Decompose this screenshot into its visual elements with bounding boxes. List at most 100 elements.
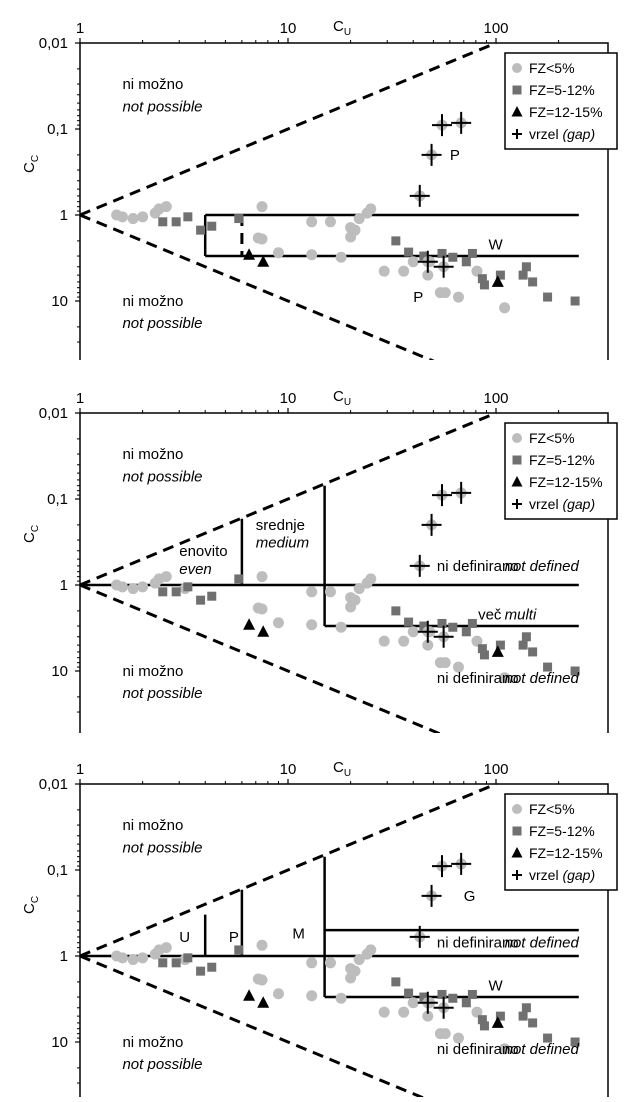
x-tick-label: 1	[76, 390, 84, 407]
data-point-plus	[433, 996, 454, 1019]
legend-label: vrzel (gap)	[529, 126, 595, 142]
x-tick-label: 1	[76, 20, 84, 37]
data-point-circle	[272, 617, 284, 629]
data-point-plus	[409, 554, 430, 577]
data-point-circle	[365, 203, 377, 215]
data-point-circle	[499, 302, 511, 314]
x-tick-label: 10	[280, 761, 297, 778]
data-point-triangle	[491, 645, 504, 657]
data-point-circle	[452, 661, 464, 673]
classification-lines	[80, 413, 579, 733]
chart-annotation: ni definirano	[437, 935, 519, 952]
legend-label: vrzel (gap)	[529, 496, 595, 512]
x-axis-label-sub: U	[344, 27, 351, 38]
data-point-circle	[335, 992, 347, 1004]
data-point-square	[543, 1033, 553, 1043]
data-point-plus	[431, 114, 452, 137]
data-point-square	[495, 640, 505, 650]
data-point-square	[521, 632, 531, 642]
chart-annotation: even	[179, 561, 212, 578]
legend-label: vrzel (gap)	[529, 867, 595, 883]
plot-frame	[79, 783, 609, 1097]
data-point-square	[570, 666, 580, 676]
chart-annotation: ni možno	[122, 663, 183, 680]
data-point-circle	[422, 639, 434, 651]
legend-label: FZ=12-15%	[529, 845, 603, 861]
data-point-circle	[378, 265, 390, 277]
data-point-square	[171, 958, 181, 968]
y-tick-label: 10	[51, 663, 68, 680]
data-point-square	[158, 217, 168, 227]
data-point-square	[158, 587, 168, 597]
y-tick-label: 10	[51, 293, 68, 310]
chart-annotation: not defined	[505, 558, 580, 575]
data-point-square	[528, 1018, 538, 1028]
chart-annotation: not defined	[505, 670, 580, 687]
data-point-plus	[421, 884, 442, 907]
data-point-plus	[451, 481, 472, 504]
data-point-circle	[324, 586, 336, 598]
chart-annotation: ni definirano	[437, 558, 519, 575]
data-point-circle	[407, 997, 419, 1009]
legend-label-italic: (gap)	[559, 496, 596, 512]
data-point-square	[196, 225, 206, 235]
data-point-circle	[256, 201, 268, 213]
data-point-plus	[433, 255, 454, 278]
x-tick-label: 10	[280, 390, 297, 407]
y-axis-label: CC	[21, 896, 41, 914]
data-point-circle	[256, 974, 268, 986]
data-point-circle	[306, 990, 318, 1002]
data-point-square	[419, 621, 429, 631]
y-tick-label: 1	[60, 577, 68, 594]
data-points	[111, 481, 580, 684]
data-point-circle	[471, 1006, 483, 1018]
data-point-square	[391, 606, 401, 616]
legend-circle-icon	[512, 433, 522, 443]
data-point-square	[437, 248, 447, 258]
y-tick-label: 0,01	[39, 35, 68, 52]
data-point-square	[419, 251, 429, 261]
legend-box	[504, 52, 618, 150]
data-point-plus	[417, 250, 438, 273]
data-point-circle	[127, 213, 139, 225]
data-point-plus	[417, 620, 438, 643]
data-point-circle	[137, 581, 149, 593]
data-point-square	[196, 595, 206, 605]
data-point-circle	[353, 954, 365, 966]
data-point-square	[461, 627, 471, 637]
data-point-circle	[434, 657, 446, 669]
data-point-circle	[160, 571, 172, 583]
data-point-square	[518, 270, 528, 280]
data-point-circle	[499, 1043, 511, 1055]
data-point-circle	[272, 988, 284, 1000]
data-point-square	[518, 1011, 528, 1021]
chart-annotation: not possible	[122, 685, 202, 702]
data-point-square	[391, 977, 401, 987]
data-point-square	[158, 958, 168, 968]
data-point-square	[528, 277, 538, 287]
chart-annotation: not defined	[505, 1041, 580, 1058]
plot-frame	[79, 412, 609, 733]
x-tick-label: 100	[483, 761, 508, 778]
chart-annotation: ni možno	[122, 293, 183, 310]
data-point-circle	[349, 965, 361, 977]
data-point-circle	[306, 586, 318, 598]
data-point-square	[183, 212, 193, 222]
dashed-boundary-line	[80, 43, 497, 217]
data-point-square	[183, 953, 193, 963]
data-point-circle	[378, 1006, 390, 1018]
x-axis-label: CU	[333, 388, 351, 408]
data-point-square	[477, 644, 487, 654]
chart-annotation: not defined	[505, 935, 580, 952]
x-tick-label: 10	[280, 20, 297, 37]
data-point-square	[467, 989, 477, 999]
chart-annotation: P	[229, 929, 239, 946]
data-point-circle	[256, 233, 268, 245]
data-point-square	[570, 296, 580, 306]
legend-square-icon	[512, 85, 522, 95]
chart-annotation: U	[179, 929, 190, 946]
legend-square-icon	[512, 455, 522, 465]
